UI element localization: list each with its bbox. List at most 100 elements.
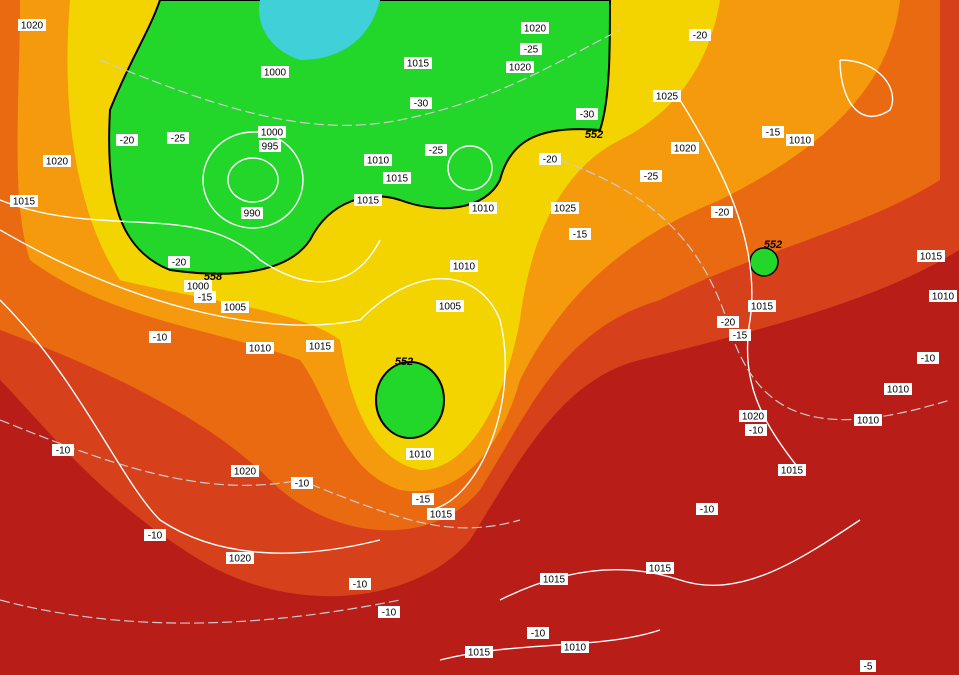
height-label: 552 <box>585 129 603 141</box>
label-text: 990 <box>244 209 261 220</box>
label-box <box>291 477 313 489</box>
isobar-label: 1010 <box>854 414 882 427</box>
label-text: 1020 <box>229 554 252 565</box>
label-box <box>167 132 189 144</box>
label-text: 1010 <box>249 344 272 355</box>
isobar-label: 1015 <box>917 250 945 263</box>
label-text: 1020 <box>674 144 697 155</box>
temperature-label: -20 <box>717 316 739 329</box>
isobar <box>839 59 894 117</box>
label-box <box>184 280 212 292</box>
isobar-label: 1010 <box>561 641 589 654</box>
label-box <box>520 43 542 55</box>
label-text: 552 <box>395 356 413 368</box>
label-text: -10 <box>56 446 71 457</box>
label-text: -25 <box>171 134 186 145</box>
label-box <box>671 142 699 154</box>
label-text: 1010 <box>887 385 910 396</box>
label-text: 1020 <box>21 21 44 32</box>
label-box <box>149 331 171 343</box>
isobar-label: 1010 <box>929 290 957 303</box>
temperature-label: -15 <box>569 228 591 241</box>
isobar-label: 1015 <box>404 57 432 70</box>
temperature-label: -5 <box>860 660 876 673</box>
isobar-label: 1015 <box>383 172 411 185</box>
label-text: 1020 <box>742 412 765 423</box>
label-text: -25 <box>524 45 539 56</box>
label-box <box>168 256 190 268</box>
temperature-label: -10 <box>696 503 718 516</box>
cold-pool <box>375 361 445 439</box>
label-box <box>116 134 138 146</box>
label-box <box>261 66 289 78</box>
label-text: -10 <box>700 505 715 516</box>
label-text: 1010 <box>932 292 955 303</box>
temperature-label: -20 <box>689 29 711 42</box>
label-text: 1010 <box>453 262 476 273</box>
label-text: 1005 <box>439 302 462 313</box>
cold-pool <box>749 247 779 277</box>
isobar-label: 1010 <box>406 448 434 461</box>
isobar-label: 1025 <box>551 202 579 215</box>
label-box <box>646 562 674 574</box>
label-text: 1005 <box>224 303 247 314</box>
label-text: 1025 <box>554 204 577 215</box>
label-box <box>469 202 497 214</box>
label-box <box>43 155 71 167</box>
label-box <box>349 578 371 590</box>
isobar-label: 1025 <box>653 90 681 103</box>
isotherm <box>0 599 401 624</box>
label-box <box>521 22 549 34</box>
label-box <box>246 342 274 354</box>
label-box <box>259 140 281 152</box>
label-text: 1010 <box>789 136 812 147</box>
temperature-label: -10 <box>349 578 371 591</box>
label-box <box>854 414 882 426</box>
label-text: 995 <box>262 142 279 153</box>
label-text: 552 <box>764 239 782 251</box>
label-text: 1000 <box>264 68 287 79</box>
label-text: 558 <box>204 271 223 283</box>
label-text: -5 <box>864 662 873 673</box>
label-text: 1015 <box>468 648 491 659</box>
label-box <box>689 29 711 41</box>
label-box <box>18 19 46 31</box>
isobar-label: 1010 <box>884 383 912 396</box>
label-text: 1015 <box>781 466 804 477</box>
isobar <box>447 145 493 191</box>
isobar-label: 1015 <box>748 300 776 313</box>
label-text: 1010 <box>409 450 432 461</box>
labels: 1020 1020 1020 1000 1015 1025 1000 995 1010 1015 1… <box>10 19 957 673</box>
label-box <box>427 508 455 520</box>
label-text: 1015 <box>309 342 332 353</box>
isobar-label: 995 <box>259 140 281 153</box>
label-text: 552 <box>585 129 603 141</box>
isobar-label: 1020 <box>231 465 259 478</box>
isobar-label: 1015 <box>465 646 493 659</box>
label-box <box>258 126 286 138</box>
label-box <box>711 206 733 218</box>
isobar-label: 1015 <box>306 340 334 353</box>
isobar-label: 1000 <box>258 126 286 139</box>
temperature-label: -20 <box>168 256 190 269</box>
label-box <box>917 250 945 262</box>
label-text: 1010 <box>564 643 587 654</box>
label-text: -25 <box>644 172 659 183</box>
height-label: 552 <box>395 356 413 368</box>
isobar-label: 1020 <box>43 155 71 168</box>
label-text: -20 <box>693 31 708 42</box>
label-box <box>540 573 568 585</box>
label-box <box>52 444 74 456</box>
label-box <box>306 340 334 352</box>
temperature-label: -10 <box>527 627 549 640</box>
temperature-label: -15 <box>412 493 434 506</box>
isobar-label: 1015 <box>540 573 568 586</box>
label-text: -10 <box>295 479 310 490</box>
label-box <box>539 153 561 165</box>
temperature-label: -10 <box>144 529 166 542</box>
temperature-label: -10 <box>291 477 313 490</box>
label-box <box>144 529 166 541</box>
isobar-label: 1020 <box>671 142 699 155</box>
label-text: 1020 <box>46 157 69 168</box>
